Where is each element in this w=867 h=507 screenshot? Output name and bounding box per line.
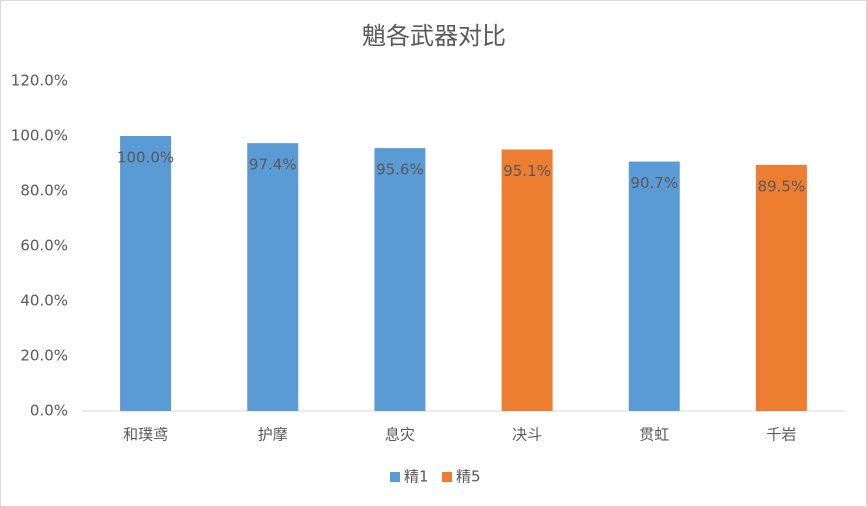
bar bbox=[628, 161, 680, 411]
y-tick-label: 60.0% bbox=[20, 237, 68, 255]
value-label: 90.7% bbox=[630, 174, 678, 192]
legend-label: 精1 bbox=[404, 468, 429, 486]
bar bbox=[755, 164, 807, 411]
chart-title: 魈各武器对比 bbox=[362, 22, 506, 50]
value-label: 97.4% bbox=[249, 156, 297, 174]
x-tick-label: 决斗 bbox=[512, 426, 542, 444]
bar bbox=[120, 136, 172, 411]
y-tick-label: 20.0% bbox=[20, 347, 68, 365]
value-label: 89.5% bbox=[758, 177, 806, 195]
y-tick-label: 120.0% bbox=[11, 72, 68, 90]
x-tick-label: 息灾 bbox=[385, 426, 415, 444]
value-label: 95.6% bbox=[376, 161, 424, 179]
x-tick-label: 贯虹 bbox=[639, 426, 669, 444]
x-tick-label: 千岩 bbox=[766, 426, 796, 444]
bar bbox=[247, 143, 299, 411]
value-label: 95.1% bbox=[503, 162, 551, 180]
bar bbox=[501, 149, 553, 411]
x-tick-label: 和璞鸢 bbox=[123, 426, 168, 444]
legend-swatch bbox=[442, 472, 452, 482]
bar bbox=[374, 148, 426, 411]
y-tick-label: 100.0% bbox=[11, 127, 68, 145]
x-tick-label: 护摩 bbox=[258, 426, 288, 444]
y-tick-label: 0.0% bbox=[30, 402, 68, 420]
y-tick-label: 80.0% bbox=[20, 182, 68, 200]
value-label: 100.0% bbox=[117, 149, 174, 167]
legend-label: 精5 bbox=[456, 468, 481, 486]
legend-swatch bbox=[390, 472, 400, 482]
y-tick-label: 40.0% bbox=[20, 292, 68, 310]
